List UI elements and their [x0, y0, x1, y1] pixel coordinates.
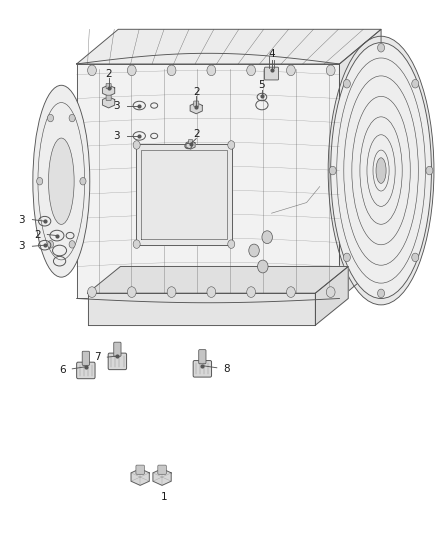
Circle shape [207, 287, 216, 297]
Circle shape [426, 166, 433, 175]
FancyBboxPatch shape [108, 353, 127, 370]
Text: 5: 5 [258, 80, 265, 90]
Circle shape [326, 65, 335, 76]
Circle shape [127, 287, 136, 297]
Circle shape [343, 79, 350, 88]
FancyBboxPatch shape [136, 465, 145, 474]
FancyBboxPatch shape [106, 84, 111, 89]
FancyBboxPatch shape [158, 465, 166, 474]
Circle shape [343, 253, 350, 262]
Circle shape [127, 65, 136, 76]
Text: 4: 4 [268, 50, 275, 59]
Polygon shape [88, 266, 348, 293]
Text: 7: 7 [94, 352, 101, 362]
FancyBboxPatch shape [193, 360, 212, 377]
Ellipse shape [33, 85, 90, 277]
Circle shape [412, 79, 419, 88]
Circle shape [258, 260, 268, 273]
Circle shape [47, 240, 53, 248]
Text: 3: 3 [113, 101, 120, 110]
Circle shape [133, 240, 140, 248]
Circle shape [47, 115, 53, 122]
Polygon shape [77, 29, 381, 64]
Circle shape [37, 177, 43, 185]
Polygon shape [102, 97, 115, 108]
Polygon shape [186, 141, 195, 149]
FancyBboxPatch shape [82, 351, 89, 366]
Ellipse shape [49, 138, 74, 224]
Polygon shape [88, 293, 315, 325]
Circle shape [326, 287, 335, 297]
Polygon shape [77, 64, 339, 298]
Circle shape [207, 65, 216, 76]
Polygon shape [102, 85, 115, 96]
FancyBboxPatch shape [199, 350, 206, 364]
Circle shape [88, 65, 96, 76]
FancyBboxPatch shape [194, 101, 199, 107]
Ellipse shape [376, 158, 386, 183]
Text: 3: 3 [18, 215, 25, 224]
Circle shape [286, 65, 295, 76]
Circle shape [249, 244, 259, 257]
Ellipse shape [331, 43, 431, 298]
Circle shape [167, 65, 176, 76]
Polygon shape [136, 144, 232, 245]
FancyBboxPatch shape [265, 67, 279, 80]
Circle shape [378, 289, 385, 297]
Polygon shape [153, 469, 171, 486]
Text: 2: 2 [193, 130, 200, 139]
Circle shape [80, 177, 86, 185]
Circle shape [167, 287, 176, 297]
Circle shape [69, 115, 75, 122]
Text: 6: 6 [59, 366, 66, 375]
Circle shape [247, 287, 255, 297]
Text: 3: 3 [113, 131, 120, 141]
Circle shape [412, 253, 419, 262]
Circle shape [228, 141, 235, 149]
Text: 2: 2 [193, 87, 200, 96]
Circle shape [378, 44, 385, 52]
Text: 1: 1 [161, 492, 168, 502]
Polygon shape [131, 469, 149, 486]
Circle shape [247, 65, 255, 76]
Polygon shape [339, 29, 381, 298]
Circle shape [329, 166, 336, 175]
FancyBboxPatch shape [114, 342, 121, 356]
Polygon shape [315, 266, 348, 325]
Circle shape [286, 287, 295, 297]
Circle shape [228, 240, 235, 248]
Circle shape [133, 141, 140, 149]
Circle shape [262, 231, 272, 244]
Polygon shape [190, 103, 202, 114]
FancyBboxPatch shape [77, 362, 95, 378]
Text: 3: 3 [18, 241, 25, 251]
Circle shape [88, 287, 96, 297]
FancyBboxPatch shape [188, 140, 193, 144]
Text: 2: 2 [105, 69, 112, 78]
Text: 2: 2 [34, 230, 41, 239]
Ellipse shape [328, 36, 434, 305]
Text: 8: 8 [223, 364, 230, 374]
Circle shape [69, 240, 75, 248]
FancyBboxPatch shape [106, 95, 111, 101]
